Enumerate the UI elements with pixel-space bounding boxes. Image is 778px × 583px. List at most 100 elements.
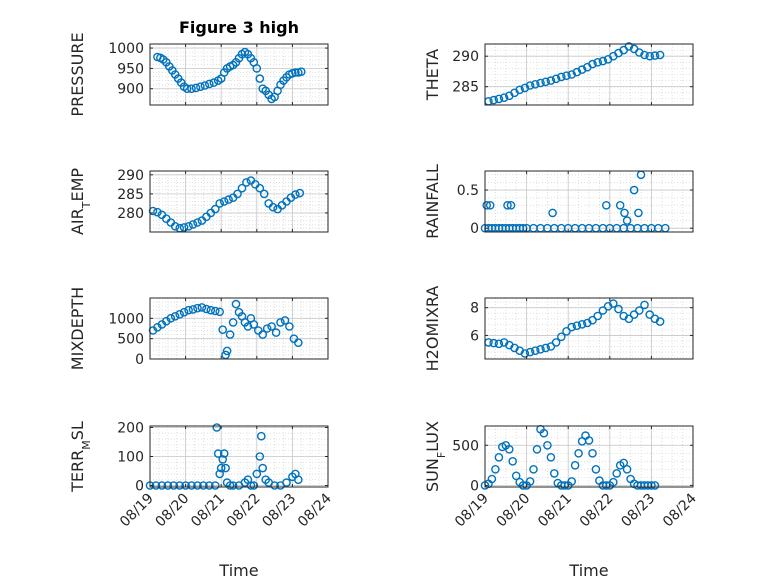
data-point bbox=[199, 481, 208, 490]
data-point bbox=[515, 85, 525, 95]
data-point bbox=[204, 481, 214, 490]
axes-box bbox=[484, 170, 694, 233]
data-point bbox=[197, 303, 207, 312]
data-point bbox=[184, 305, 193, 315]
y-axis-label: THETA bbox=[423, 49, 442, 101]
y-tick-label: 280 bbox=[117, 206, 144, 222]
data-point bbox=[216, 463, 226, 473]
data-point bbox=[191, 83, 201, 93]
data-point bbox=[609, 477, 618, 487]
data-point bbox=[193, 218, 202, 227]
x-axis-label: Time bbox=[568, 561, 608, 580]
y-axis-label: SUNFLUX bbox=[423, 421, 448, 492]
data-point bbox=[645, 310, 655, 319]
subplot-theta: 285 290 THETA bbox=[423, 42, 694, 106]
data-point bbox=[529, 464, 538, 474]
data-point bbox=[520, 349, 530, 358]
data-point bbox=[221, 463, 230, 473]
data-point bbox=[258, 463, 268, 473]
data-point bbox=[539, 428, 549, 438]
data-point bbox=[551, 338, 561, 347]
subplot-pressure: 900 950 1000 PRESSURE Figure 3 high bbox=[68, 18, 329, 117]
axes-box bbox=[484, 425, 694, 488]
data-point bbox=[258, 330, 268, 339]
data-point bbox=[647, 481, 656, 490]
data-point bbox=[593, 311, 603, 321]
y-tick-label: 0 bbox=[470, 221, 479, 237]
y-axis-label: MIXDEPTH bbox=[68, 287, 87, 370]
data-point bbox=[210, 481, 220, 490]
y-tick-label: 0 bbox=[135, 352, 144, 368]
axes-box bbox=[149, 297, 329, 360]
data-point bbox=[572, 67, 582, 77]
y-axis-label: TERRMSL bbox=[68, 421, 93, 493]
data-point bbox=[222, 346, 232, 356]
data-point bbox=[546, 342, 556, 351]
data-point bbox=[551, 74, 561, 84]
data-point bbox=[271, 328, 281, 337]
data-point bbox=[225, 481, 235, 490]
data-point bbox=[489, 338, 499, 348]
data-point bbox=[572, 321, 582, 331]
data-point bbox=[218, 455, 227, 464]
y-tick-label: 285 bbox=[452, 80, 479, 96]
data-point bbox=[209, 78, 219, 87]
data-point bbox=[293, 338, 303, 348]
data-point bbox=[609, 299, 618, 308]
data-point bbox=[228, 318, 238, 327]
data-point bbox=[187, 84, 196, 93]
data-point bbox=[591, 464, 601, 474]
data-point bbox=[179, 223, 189, 232]
data-point bbox=[494, 339, 504, 349]
data-point bbox=[567, 70, 577, 79]
data-point bbox=[645, 51, 655, 61]
x-axis-label: Time bbox=[218, 561, 258, 580]
data-point bbox=[182, 84, 192, 93]
data-point bbox=[285, 322, 294, 331]
y-tick-label: 290 bbox=[117, 168, 144, 184]
data-point bbox=[511, 471, 521, 481]
data-point bbox=[635, 48, 644, 57]
y-tick-label: 0.5 bbox=[457, 183, 479, 199]
data-point bbox=[196, 82, 205, 91]
data-point bbox=[295, 188, 305, 198]
y-tick-label: 6 bbox=[470, 328, 479, 344]
data-point bbox=[548, 208, 557, 218]
data-point bbox=[213, 449, 223, 458]
data-point bbox=[541, 343, 551, 353]
data-point bbox=[200, 81, 210, 90]
y-tick-label: 100 bbox=[117, 450, 144, 466]
data-point bbox=[525, 81, 535, 90]
data-point bbox=[489, 95, 499, 105]
data-point bbox=[550, 469, 559, 478]
data-point bbox=[557, 72, 566, 82]
data-point bbox=[293, 475, 303, 485]
data-point bbox=[567, 322, 577, 332]
y-axis-label: H2OMIXRA bbox=[423, 286, 442, 372]
y-tick-label: 500 bbox=[452, 438, 479, 454]
data-point bbox=[237, 183, 247, 193]
data-point bbox=[252, 469, 262, 479]
data-point bbox=[184, 221, 193, 231]
data-point bbox=[262, 324, 272, 333]
data-point bbox=[577, 65, 587, 74]
data-point bbox=[224, 195, 233, 204]
data-point bbox=[157, 481, 167, 490]
data-point bbox=[268, 202, 278, 212]
data-point bbox=[525, 477, 535, 486]
data-point bbox=[249, 320, 259, 329]
data-point bbox=[267, 322, 276, 331]
subplot-air_temp: 280 285 290 AIRTEMP bbox=[68, 168, 329, 235]
data-point bbox=[218, 325, 227, 335]
chart-title: Figure 3 high bbox=[179, 18, 299, 37]
data-point bbox=[246, 481, 256, 490]
subplot-h2omixra: 6 8 H2OMIXRA bbox=[423, 286, 694, 372]
y-tick-label: 950 bbox=[117, 61, 144, 77]
data-point bbox=[570, 460, 580, 470]
axes-box bbox=[484, 43, 694, 106]
data-point bbox=[614, 304, 623, 314]
data-point bbox=[499, 93, 509, 102]
data-point bbox=[153, 207, 162, 217]
